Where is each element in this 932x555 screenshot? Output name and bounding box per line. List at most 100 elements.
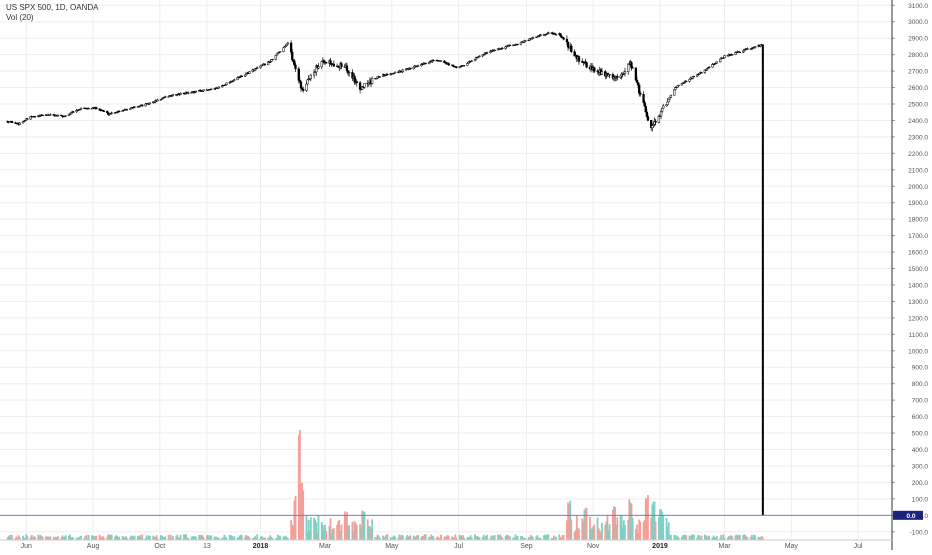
volume-bar [429,536,432,540]
volume-bar [48,536,51,540]
volume-bar [63,536,66,540]
volume-bar [378,537,381,540]
volume-bar [527,536,530,540]
volume-bar [38,536,41,540]
volume-bar [607,530,610,540]
candle-body [659,110,663,117]
volume-bar [621,528,624,540]
candle-body [593,67,596,72]
volume-bar [114,537,116,540]
y-tick-label: 700.0 [912,398,929,405]
candle-body [179,92,182,95]
volume-bar [593,524,596,540]
y-tick-label: 500.0 [912,431,929,438]
candle-body [731,54,734,56]
volume-bar [608,524,611,540]
volume-bar [355,524,358,540]
volume-bar [154,536,157,540]
candle-body [754,46,757,48]
volume-bar [699,537,702,540]
volume-bar [330,533,333,540]
volume-bar [413,536,416,540]
y-tick-label: 3100.0 [908,3,928,10]
candle-body [401,69,404,72]
time-axis[interactable]: Jun Aug Oct 13 2018 Mar May Jul Sep Nov 2019 Mar May… [0,539,892,550]
price-axis[interactable]: 3100.0 3000.0 2900.0 2800.0 2700.0 2600.0 2500… [891,0,929,550]
volume-bar [47,536,50,540]
candle-body [470,60,473,62]
volume-bar [581,518,584,540]
y-tick-label: 1900.0 [908,200,928,207]
volume-bar [539,538,542,540]
volume-bar [267,538,270,540]
volume-bar [366,519,369,540]
volume-bar [339,531,342,540]
candle-body [217,86,221,89]
volume-bar [746,537,749,540]
y-tick-label: 1400.0 [908,282,928,289]
candle-body [646,116,650,121]
candle-body [667,98,670,103]
volume-bar [452,536,455,540]
volume-bar [546,534,549,540]
y-tick-label: 2500.0 [908,102,928,109]
volume-bar [543,535,545,540]
grid-lines [0,0,892,540]
volume-bar [383,537,386,540]
candle-body [539,34,542,36]
y-tick-label: 1000.0 [908,348,928,355]
volume-bar [30,535,33,540]
volume-bar [140,537,143,540]
volume-bar [400,534,403,540]
volume-bar [309,517,312,540]
volume-bar [573,532,576,540]
volume-bar [155,535,158,540]
candle-body [253,68,257,71]
volume-bar [677,537,680,540]
x-tick-label: Sep [520,543,533,550]
volume-bar [536,535,539,540]
volume-bar [87,535,90,540]
volume-bar [70,537,73,540]
volume-bar [513,537,516,540]
volume-bar [382,535,384,540]
candle-body [110,112,113,114]
volume-bar [53,538,56,540]
volume-bar [738,535,741,540]
volume-bar [284,535,287,540]
candle-body [309,74,312,79]
volume-bar [430,534,433,540]
volume-bar [121,535,124,540]
volume-bar [463,537,465,540]
volume-bar [405,537,407,540]
volume-bar [321,525,324,540]
volume-bar [552,535,555,540]
x-tick-label: Oct [154,543,165,550]
volume-bar [551,537,554,540]
volume-bar [179,534,182,540]
volume-bar [49,536,52,540]
candle-body [79,107,83,110]
volume-bar [760,536,763,540]
volume-bar [332,528,335,540]
volume-bar [614,507,616,540]
candle-body [462,65,466,67]
volume-bar [561,534,564,540]
volume-bar [45,536,47,540]
candle-body [49,114,52,116]
x-tick-label: May [385,543,399,550]
volume-bar [305,515,308,540]
volume-bar [714,537,717,540]
volume-bar [408,536,411,540]
candle-body [661,107,664,112]
candle-body [358,82,362,90]
candle-body [685,80,688,82]
candle-body [95,107,98,110]
volume-bar [255,538,258,540]
volume-bar [468,537,471,540]
volume-bar [346,511,348,540]
volume-bar [29,536,32,540]
volume-bar [16,538,19,540]
volume-bar [417,535,419,540]
